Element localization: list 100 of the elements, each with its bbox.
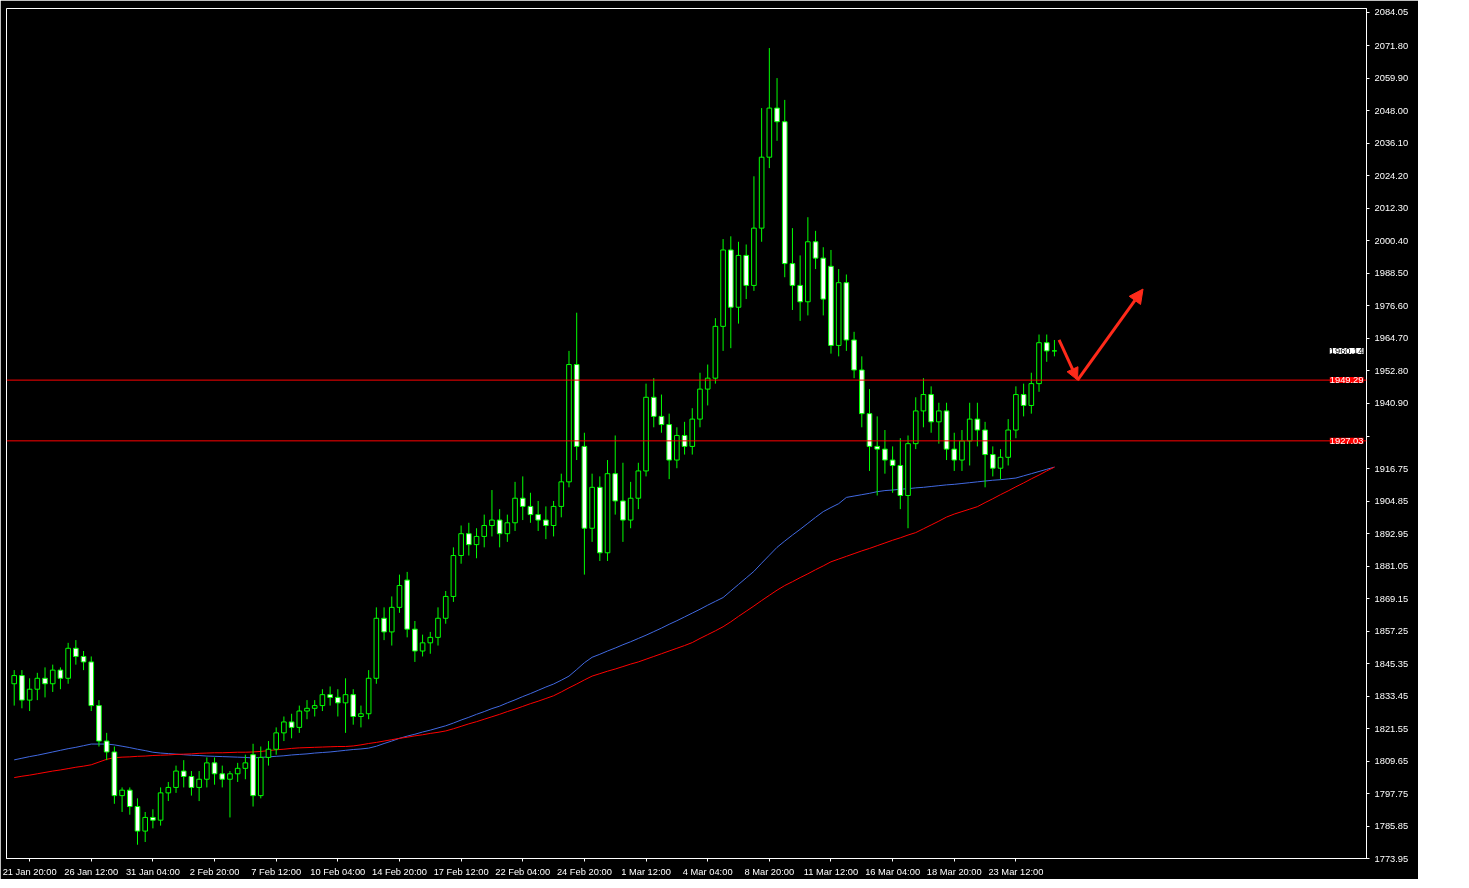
candlestick	[234, 762, 241, 783]
candlestick	[165, 781, 172, 802]
candlestick	[80, 650, 87, 671]
y-tick-label: 1916.75	[1374, 463, 1409, 474]
candlestick	[936, 402, 942, 445]
x-tick-label: 8 Mar 20:00	[744, 866, 795, 877]
x-tick-label: 23 Mar 12:00	[988, 866, 1044, 877]
candlestick	[797, 254, 803, 322]
candlestick	[196, 770, 202, 802]
y-tick-label: 2084.05	[1374, 7, 1409, 18]
candlestick	[273, 726, 279, 756]
y-tick-label: 1881.05	[1374, 561, 1409, 572]
candlestick	[358, 705, 364, 728]
candlestick	[26, 677, 33, 712]
x-tick-label: 22 Feb 04:00	[495, 866, 551, 877]
y-tick-label: 2024.20	[1374, 170, 1409, 181]
x-tick-label: 18 Mar 20:00	[926, 866, 982, 877]
y-tick-label: 2012.30	[1374, 203, 1409, 214]
y-tick-label: 1833.45	[1374, 691, 1409, 702]
candlestick	[489, 489, 495, 537]
y-tick-label: 1988.50	[1374, 268, 1409, 279]
candlestick	[242, 754, 249, 780]
y-tick-label: 1809.65	[1374, 756, 1409, 767]
x-tick-label: 7 Feb 12:00	[251, 866, 302, 877]
y-tick-label: 1952.80	[1374, 365, 1409, 376]
y-tick-label: 2000.40	[1374, 235, 1409, 246]
y-tick-label: 1845.35	[1374, 658, 1409, 669]
candlestick	[419, 634, 426, 657]
x-tick-label: 24 Feb 20:00	[556, 866, 612, 877]
candlestick	[519, 475, 526, 521]
x-tick-label: 2 Feb 20:00	[189, 866, 240, 877]
x-tick-label: 14 Feb 20:00	[371, 866, 427, 877]
candlestick	[150, 808, 156, 829]
x-tick-label: 31 Jan 04:00	[125, 866, 180, 877]
annotation: 1960.14	[1329, 345, 1364, 356]
x-tick-label: 17 Feb 12:00	[433, 866, 489, 877]
candlestick	[535, 500, 541, 532]
candlestick	[620, 462, 626, 543]
ref-line-label: 1949.29	[1329, 375, 1364, 386]
x-tick-label: 10 Feb 04:00	[310, 866, 366, 877]
candlestick	[119, 786, 125, 813]
y-tick-label: 1797.75	[1374, 788, 1409, 799]
candlestick	[11, 669, 18, 707]
candlestick	[882, 429, 888, 475]
candlestick	[812, 230, 819, 270]
candlestick	[481, 514, 488, 548]
candlestick	[335, 688, 341, 717]
candlestick	[381, 606, 387, 641]
candlestick	[997, 448, 1004, 480]
x-tick-label: 4 Mar 04:00	[682, 866, 733, 877]
x-tick-label: 11 Mar 12:00	[803, 866, 859, 877]
candlestick	[959, 429, 965, 472]
candlestick	[920, 377, 927, 428]
y-tick-label: 1892.95	[1374, 528, 1409, 539]
y-tick-label: 1976.60	[1374, 300, 1409, 311]
y-tick-label: 1940.90	[1374, 398, 1409, 409]
candlestick	[466, 522, 472, 557]
candlestick	[874, 415, 881, 496]
candlestick	[458, 525, 464, 565]
y-tick-label: 1821.55	[1374, 723, 1409, 734]
y-tick-label: 2048.00	[1374, 105, 1409, 116]
candlestick	[1043, 334, 1050, 363]
x-tick-label: 16 Mar 04:00	[865, 866, 921, 877]
candlestick	[412, 620, 418, 663]
candlestick	[442, 590, 449, 625]
candlestick	[327, 685, 333, 707]
candlestick	[73, 639, 79, 666]
y-tick-label: 1785.85	[1374, 821, 1409, 832]
candlestick	[103, 732, 110, 761]
candlestick	[34, 672, 41, 701]
candlestick	[951, 432, 958, 472]
candlestick	[435, 606, 441, 647]
candlestick	[173, 765, 179, 794]
y-tick-label: 2059.90	[1374, 73, 1409, 84]
candlestick	[789, 227, 796, 311]
candlestick	[774, 77, 780, 142]
candlestick	[219, 765, 226, 788]
x-tick-label: 21 Jan 20:00	[2, 866, 57, 877]
candlestick	[42, 666, 48, 698]
candlestick	[350, 688, 357, 726]
y-tick-label: 1857.25	[1374, 626, 1409, 637]
y-tick-label: 1964.70	[1374, 333, 1409, 344]
candlestick	[989, 445, 996, 477]
candlestick	[204, 756, 210, 788]
candlestick	[281, 715, 287, 742]
candlestick	[142, 811, 149, 843]
candlestick	[543, 505, 549, 540]
candlestick	[627, 481, 634, 529]
y-tick-label: 1869.15	[1374, 593, 1409, 604]
candlestick	[126, 786, 133, 816]
ref-line-label: 1927.03	[1329, 435, 1364, 446]
y-tick-label: 1904.85	[1374, 496, 1409, 507]
candlestick	[342, 677, 349, 734]
x-tick-label: 26 Jan 12:00	[64, 866, 119, 877]
y-tick-label: 2036.10	[1374, 138, 1409, 149]
y-tick-label: 2071.80	[1374, 40, 1409, 51]
x-tick-label: 1 Mar 12:00	[621, 866, 671, 877]
y-tick-label: 1773.95	[1374, 853, 1409, 864]
candlestick	[227, 770, 233, 818]
candlestick	[427, 631, 434, 655]
